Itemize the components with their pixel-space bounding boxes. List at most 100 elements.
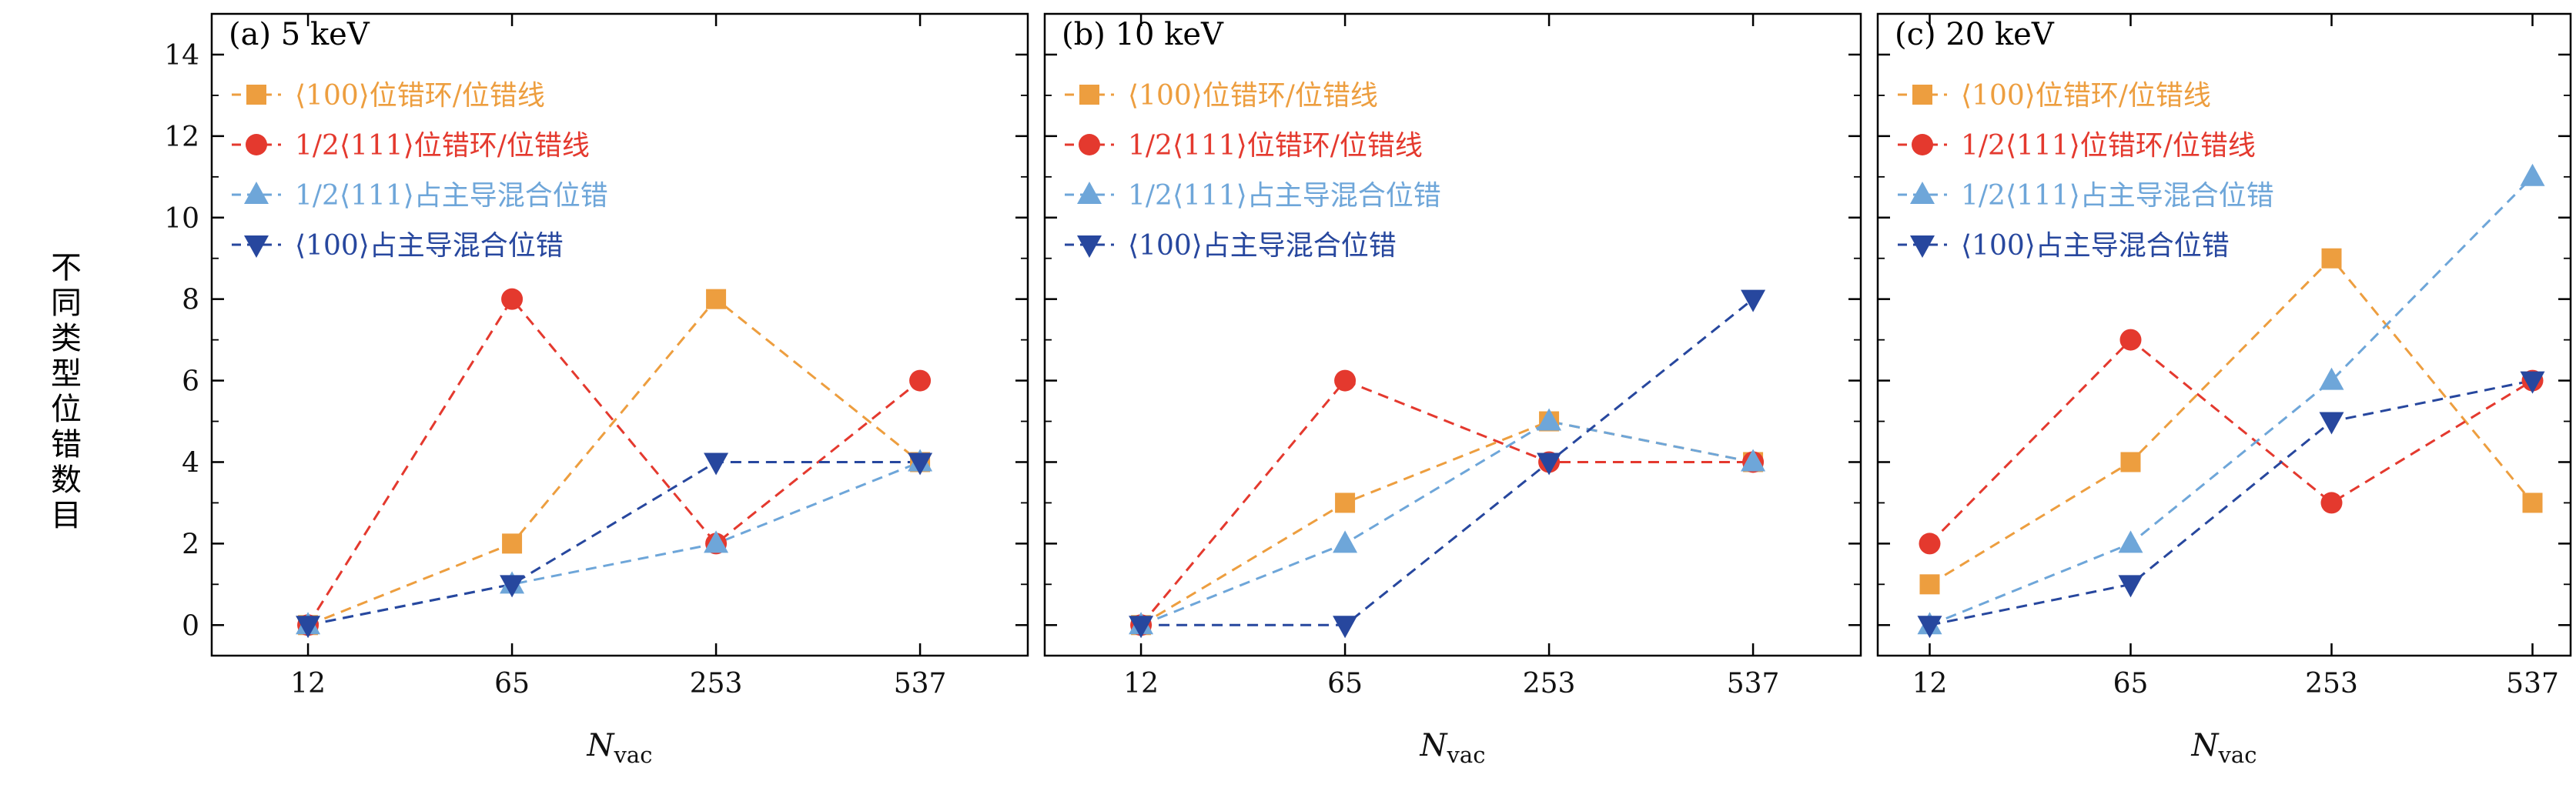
x-tick-label: 537 <box>894 668 947 700</box>
x-axis-label: Nvac <box>587 728 653 768</box>
series-markers <box>1129 408 1766 635</box>
y-tick-label: 10 <box>164 203 199 235</box>
y-tick-label: 8 <box>182 285 199 316</box>
chart-panel-c: 12 65 253 537 (c) 20 keV ⟨100⟩位错环/位错线 1/2⟨111⟩… <box>1876 12 2572 768</box>
legend-marker-square <box>1912 85 1932 105</box>
data-point-marker <box>704 452 729 476</box>
legend-label: ⟨100⟩位错环/位错线 <box>1961 80 2211 112</box>
series-line <box>1929 175 2534 626</box>
legend-marker-triangle-up <box>1910 182 1935 204</box>
legend-label: ⟨100⟩占主导混合位错 <box>295 230 564 262</box>
legend-label: ⟨100⟩位错环/位错线 <box>295 80 545 112</box>
series-markers <box>1917 371 2545 639</box>
chart-panel-b: 12 65 253 537 (b) 10 keV ⟨100⟩位错环/位错线 1/2⟨111⟩… <box>1043 12 1862 768</box>
series-line <box>307 461 921 626</box>
y-tick-label: 12 <box>164 122 199 153</box>
y-tick-label: 0 <box>182 610 199 642</box>
data-point-marker <box>1333 530 1358 553</box>
series-markers <box>1130 369 1765 636</box>
legend-entry: 1/2⟨111⟩位错环/位错线 <box>1898 130 2256 162</box>
data-point-marker <box>1741 289 1766 312</box>
x-axis-label: Nvac <box>2191 728 2257 768</box>
y-tick-label: 2 <box>182 529 199 560</box>
panel-title: (b) 10 keV <box>1062 17 1224 52</box>
legend-label: ⟨100⟩位错环/位错线 <box>1128 80 1378 112</box>
data-point-marker <box>2319 412 2344 435</box>
data-point-marker <box>2120 452 2141 472</box>
legend-label: 1/2⟨111⟩位错环/位错线 <box>1128 130 1423 162</box>
panel-title: (a) 5 keV <box>229 17 370 52</box>
x-tick-label: 537 <box>1727 668 1780 700</box>
data-point-marker <box>2520 163 2545 186</box>
data-point-marker <box>1537 408 1562 431</box>
y-axis-label: 不同类型位错数目 <box>45 251 81 534</box>
legend-label: 1/2⟨111⟩位错环/位错线 <box>1961 130 2256 162</box>
data-point-marker <box>1333 616 1358 639</box>
legend-entry: ⟨100⟩占主导混合位错 <box>1898 230 2230 262</box>
data-point-marker <box>2321 248 2342 269</box>
series-line <box>306 297 922 626</box>
legend-marker-triangle-down <box>1077 235 1102 258</box>
series-line <box>1139 379 1754 626</box>
data-point-marker <box>706 289 727 309</box>
legend-entry: ⟨100⟩位错环/位错线 <box>232 80 545 112</box>
series-line <box>1929 256 2534 586</box>
data-point-marker <box>2319 367 2344 390</box>
legend-entry: 1/2⟨111⟩位错环/位错线 <box>1065 130 1423 162</box>
x-tick-label: 65 <box>494 668 530 700</box>
data-point-marker <box>502 533 523 554</box>
legend-marker-triangle-up <box>244 182 269 204</box>
legend-entry: ⟨100⟩位错环/位错线 <box>1065 80 1378 112</box>
panel-title: (c) 20 keV <box>1895 17 2055 52</box>
x-tick-label: 253 <box>2305 668 2358 700</box>
legend-entry: 1/2⟨111⟩占主导混合位错 <box>1898 180 2274 212</box>
legend-label: ⟨100⟩占主导混合位错 <box>1961 230 2230 262</box>
data-point-marker <box>908 452 933 476</box>
legend-marker-triangle-down <box>1910 235 1935 258</box>
series-markers <box>296 449 933 635</box>
legend-entry: ⟨100⟩占主导混合位错 <box>232 230 564 262</box>
legend-entry: 1/2⟨111⟩占主导混合位错 <box>1065 180 1441 212</box>
x-tick-label: 537 <box>2506 668 2559 700</box>
data-point-marker <box>704 530 729 553</box>
data-point-marker <box>500 575 525 598</box>
data-point-marker <box>2320 492 2343 514</box>
legend-marker-circle <box>1912 134 1933 155</box>
series-markers <box>297 288 932 636</box>
x-tick-label: 12 <box>1123 668 1159 700</box>
legend-marker-triangle-down <box>244 235 269 258</box>
data-point-marker <box>2520 371 2545 394</box>
data-point-marker <box>501 288 524 310</box>
data-point-marker <box>2522 492 2543 513</box>
series-line <box>1140 419 1754 626</box>
legend-entry: ⟨100⟩占主导混合位错 <box>1065 230 1397 262</box>
data-point-marker <box>2118 575 2143 598</box>
legend-marker-square <box>246 85 266 105</box>
series-markers <box>1129 289 1766 639</box>
data-point-marker <box>909 369 932 392</box>
data-point-marker <box>1537 452 1562 476</box>
series-line <box>1929 338 2534 545</box>
series-markers <box>1919 248 2543 595</box>
x-tick-label: 12 <box>1912 668 1948 700</box>
x-tick-label: 65 <box>2113 668 2149 700</box>
series-markers <box>1919 329 2544 555</box>
plot-frame <box>1876 12 2572 657</box>
data-point-marker <box>2119 329 2142 351</box>
data-point-marker <box>1919 574 1940 595</box>
data-point-marker <box>296 616 321 639</box>
series-markers <box>298 289 931 636</box>
legend-entry: 1/2⟨111⟩占主导混合位错 <box>232 180 608 212</box>
legend-marker-circle <box>1079 134 1100 155</box>
legend-marker-square <box>1079 85 1099 105</box>
data-point-marker <box>1741 449 1766 472</box>
series-line <box>307 460 921 626</box>
chart-panel-a: 0 2 4 6 8 10 12 14 12 65 253 537 (a) 5 keV ⟨100⟩位错环/位… <box>164 12 1029 768</box>
legend-entry: 1/2⟨111⟩位错环/位错线 <box>232 130 590 162</box>
plot-frame <box>210 12 1029 657</box>
x-tick-label: 253 <box>1523 668 1576 700</box>
series-line <box>1140 419 1754 626</box>
x-tick-label: 65 <box>1327 668 1363 700</box>
data-point-marker <box>1129 616 1154 639</box>
